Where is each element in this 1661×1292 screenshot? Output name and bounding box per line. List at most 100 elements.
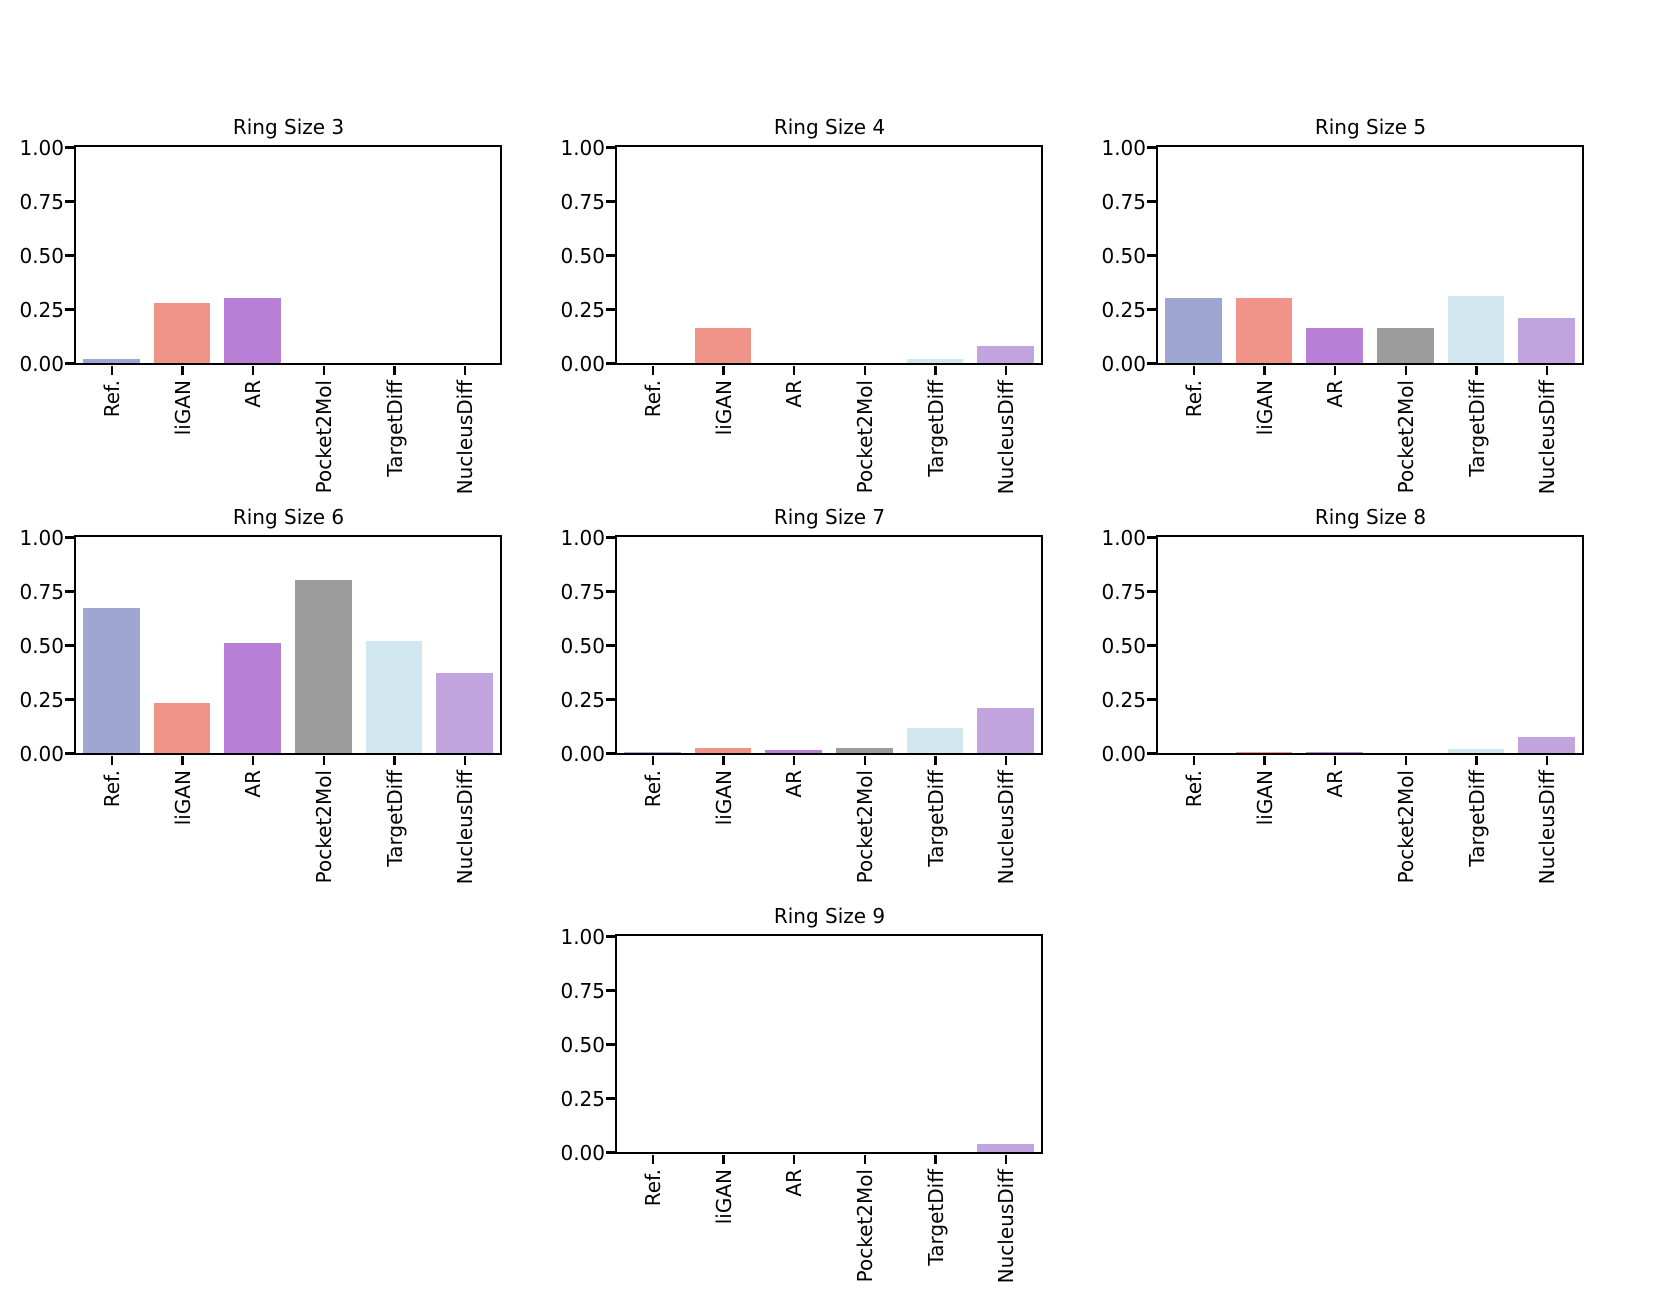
y-axis-tick-label: 1.00: [19, 525, 64, 550]
x-tick-mark: [1475, 366, 1478, 375]
x-axis-label: AR: [1323, 770, 1348, 798]
x-axis-label: Ref.: [1181, 770, 1206, 808]
x-tick-mark: [1545, 756, 1549, 765]
x-axis-label: TargetDiff: [923, 770, 948, 867]
x-tick-mark: [934, 366, 937, 375]
x-tick-mark: [1545, 366, 1549, 375]
y-tick-mark: [1147, 200, 1156, 203]
x-axis-label: Pocket2Mol: [852, 1169, 877, 1283]
x-axis-label: NucleusDiff: [1535, 380, 1560, 495]
y-tick-mark: [606, 536, 615, 539]
x-axis-label: liGAN: [170, 380, 195, 436]
chart-title: Ring Size 6: [232, 505, 345, 529]
bar-ref: [83, 608, 140, 753]
y-axis-tick-label: 0.25: [560, 297, 605, 322]
x-axis-label: NucleusDiff: [994, 380, 1019, 495]
bar-ref: [83, 358, 140, 363]
y-axis-tick-label: 0.75: [19, 579, 64, 604]
x-tick-mark: [722, 756, 725, 765]
bar-ligan: [153, 703, 211, 753]
bar-targetdiff: [1447, 296, 1505, 363]
bar-ar: [224, 298, 281, 363]
x-tick-mark: [110, 366, 114, 375]
plot-area: [74, 535, 502, 755]
x-tick-mark: [792, 756, 796, 765]
x-tick-mark: [1404, 756, 1408, 765]
x-tick-mark: [651, 756, 655, 765]
chart-panel-ring-size-6: Ring Size 6 0.00 0.25 0.50 0.75 1.00 Ref. liGA…: [4, 500, 509, 900]
x-tick-mark: [722, 366, 725, 375]
y-axis-tick-label: 0.50: [560, 633, 605, 658]
y-axis-tick-label: 0.25: [19, 687, 64, 712]
y-axis-tick-label: 0.25: [560, 1086, 605, 1111]
x-axis-label: liGAN: [711, 770, 736, 826]
chart-title: Ring Size 3: [232, 115, 345, 139]
x-tick-mark: [393, 366, 396, 375]
plot-area: [615, 535, 1043, 755]
x-axis-label: AR: [782, 770, 807, 798]
x-tick-mark: [1333, 756, 1337, 765]
y-axis-tick-label: 0.25: [560, 687, 605, 712]
bar-ar: [1306, 328, 1363, 363]
x-tick-mark: [792, 1155, 796, 1164]
bar-nucleusdiff: [436, 673, 493, 753]
x-tick-mark: [463, 366, 467, 375]
y-tick-mark: [65, 590, 74, 593]
bar-nucleusdiff: [977, 707, 1034, 753]
y-axis-tick-label: 0.25: [19, 297, 64, 322]
chart-panel-ring-size-4: Ring Size 4 0.00 0.25 0.50 0.75 1.00 Ref. liGA…: [545, 110, 1050, 510]
x-axis-label: TargetDiff: [923, 380, 948, 477]
y-axis-tick-label: 0.50: [1101, 243, 1146, 268]
x-tick-mark: [863, 366, 867, 375]
plot-area: [74, 145, 502, 365]
y-axis-tick-label: 0.75: [560, 579, 605, 604]
y-tick-mark: [606, 200, 615, 203]
x-axis-label: AR: [241, 770, 266, 798]
chart-panel-ring-size-7: Ring Size 7 0.00 0.25 0.50 0.75 1.00 Ref. liGA…: [545, 500, 1050, 900]
y-tick-mark: [606, 590, 615, 593]
plot-area: [1156, 535, 1584, 755]
x-axis-label: Ref.: [99, 380, 124, 418]
y-axis-tick-label: 1.00: [19, 135, 64, 160]
bar-ar: [224, 642, 281, 753]
x-tick-mark: [722, 1155, 725, 1164]
y-tick-mark: [65, 752, 74, 755]
x-tick-mark: [651, 1155, 655, 1164]
x-tick-mark: [110, 756, 114, 765]
x-axis-label: Ref.: [640, 380, 665, 418]
x-axis-label: liGAN: [1252, 770, 1277, 826]
bar-pocket2mol: [295, 580, 352, 753]
bar-targetdiff: [1447, 748, 1505, 753]
y-tick-mark: [606, 146, 615, 149]
bar-ligan: [153, 302, 211, 363]
y-axis-tick-label: 0.00: [560, 351, 605, 376]
bar-pocket2mol: [836, 747, 893, 753]
x-axis-label: Pocket2Mol: [852, 770, 877, 884]
y-tick-mark: [1147, 590, 1156, 593]
chart-panel-ring-size-8: Ring Size 8 0.00 0.25 0.50 0.75 1.00 Ref. liGA…: [1086, 500, 1591, 900]
x-axis-label: liGAN: [170, 770, 195, 826]
y-axis-tick-label: 0.00: [560, 1140, 605, 1165]
y-axis-tick-label: 1.00: [560, 525, 605, 550]
y-axis-tick-label: 1.00: [560, 924, 605, 949]
x-tick-mark: [934, 756, 937, 765]
x-tick-mark: [1263, 366, 1266, 375]
x-tick-mark: [863, 756, 867, 765]
y-tick-mark: [1147, 752, 1156, 755]
x-axis-label: Ref.: [640, 770, 665, 808]
x-axis-label: Ref.: [1181, 380, 1206, 418]
x-tick-mark: [322, 756, 326, 765]
x-axis-label: NucleusDiff: [453, 380, 478, 495]
x-axis-label: TargetDiff: [1464, 770, 1489, 867]
x-axis-label: AR: [1323, 380, 1348, 408]
y-tick-mark: [606, 254, 615, 257]
x-tick-mark: [651, 366, 655, 375]
y-tick-mark: [1147, 644, 1156, 647]
x-axis-label: Ref.: [99, 770, 124, 808]
bar-nucleusdiff: [977, 345, 1034, 363]
x-tick-mark: [792, 366, 796, 375]
y-tick-mark: [65, 146, 74, 149]
y-axis-tick-label: 0.00: [19, 351, 64, 376]
y-axis-tick-label: 0.75: [1101, 579, 1146, 604]
